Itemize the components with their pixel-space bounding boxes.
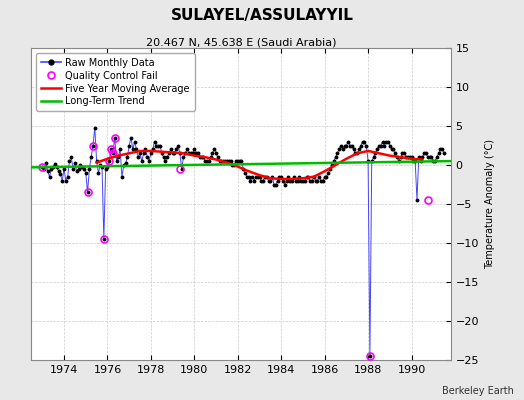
Text: SULAYEL/ASSULAYYIL: SULAYEL/ASSULAYYIL bbox=[171, 8, 353, 23]
Legend: Raw Monthly Data, Quality Control Fail, Five Year Moving Average, Long-Term Tren: Raw Monthly Data, Quality Control Fail, … bbox=[36, 53, 195, 111]
Text: Berkeley Earth: Berkeley Earth bbox=[442, 386, 514, 396]
Title: 20.467 N, 45.638 E (Saudi Arabia): 20.467 N, 45.638 E (Saudi Arabia) bbox=[146, 37, 336, 47]
Y-axis label: Temperature Anomaly (°C): Temperature Anomaly (°C) bbox=[485, 139, 495, 269]
